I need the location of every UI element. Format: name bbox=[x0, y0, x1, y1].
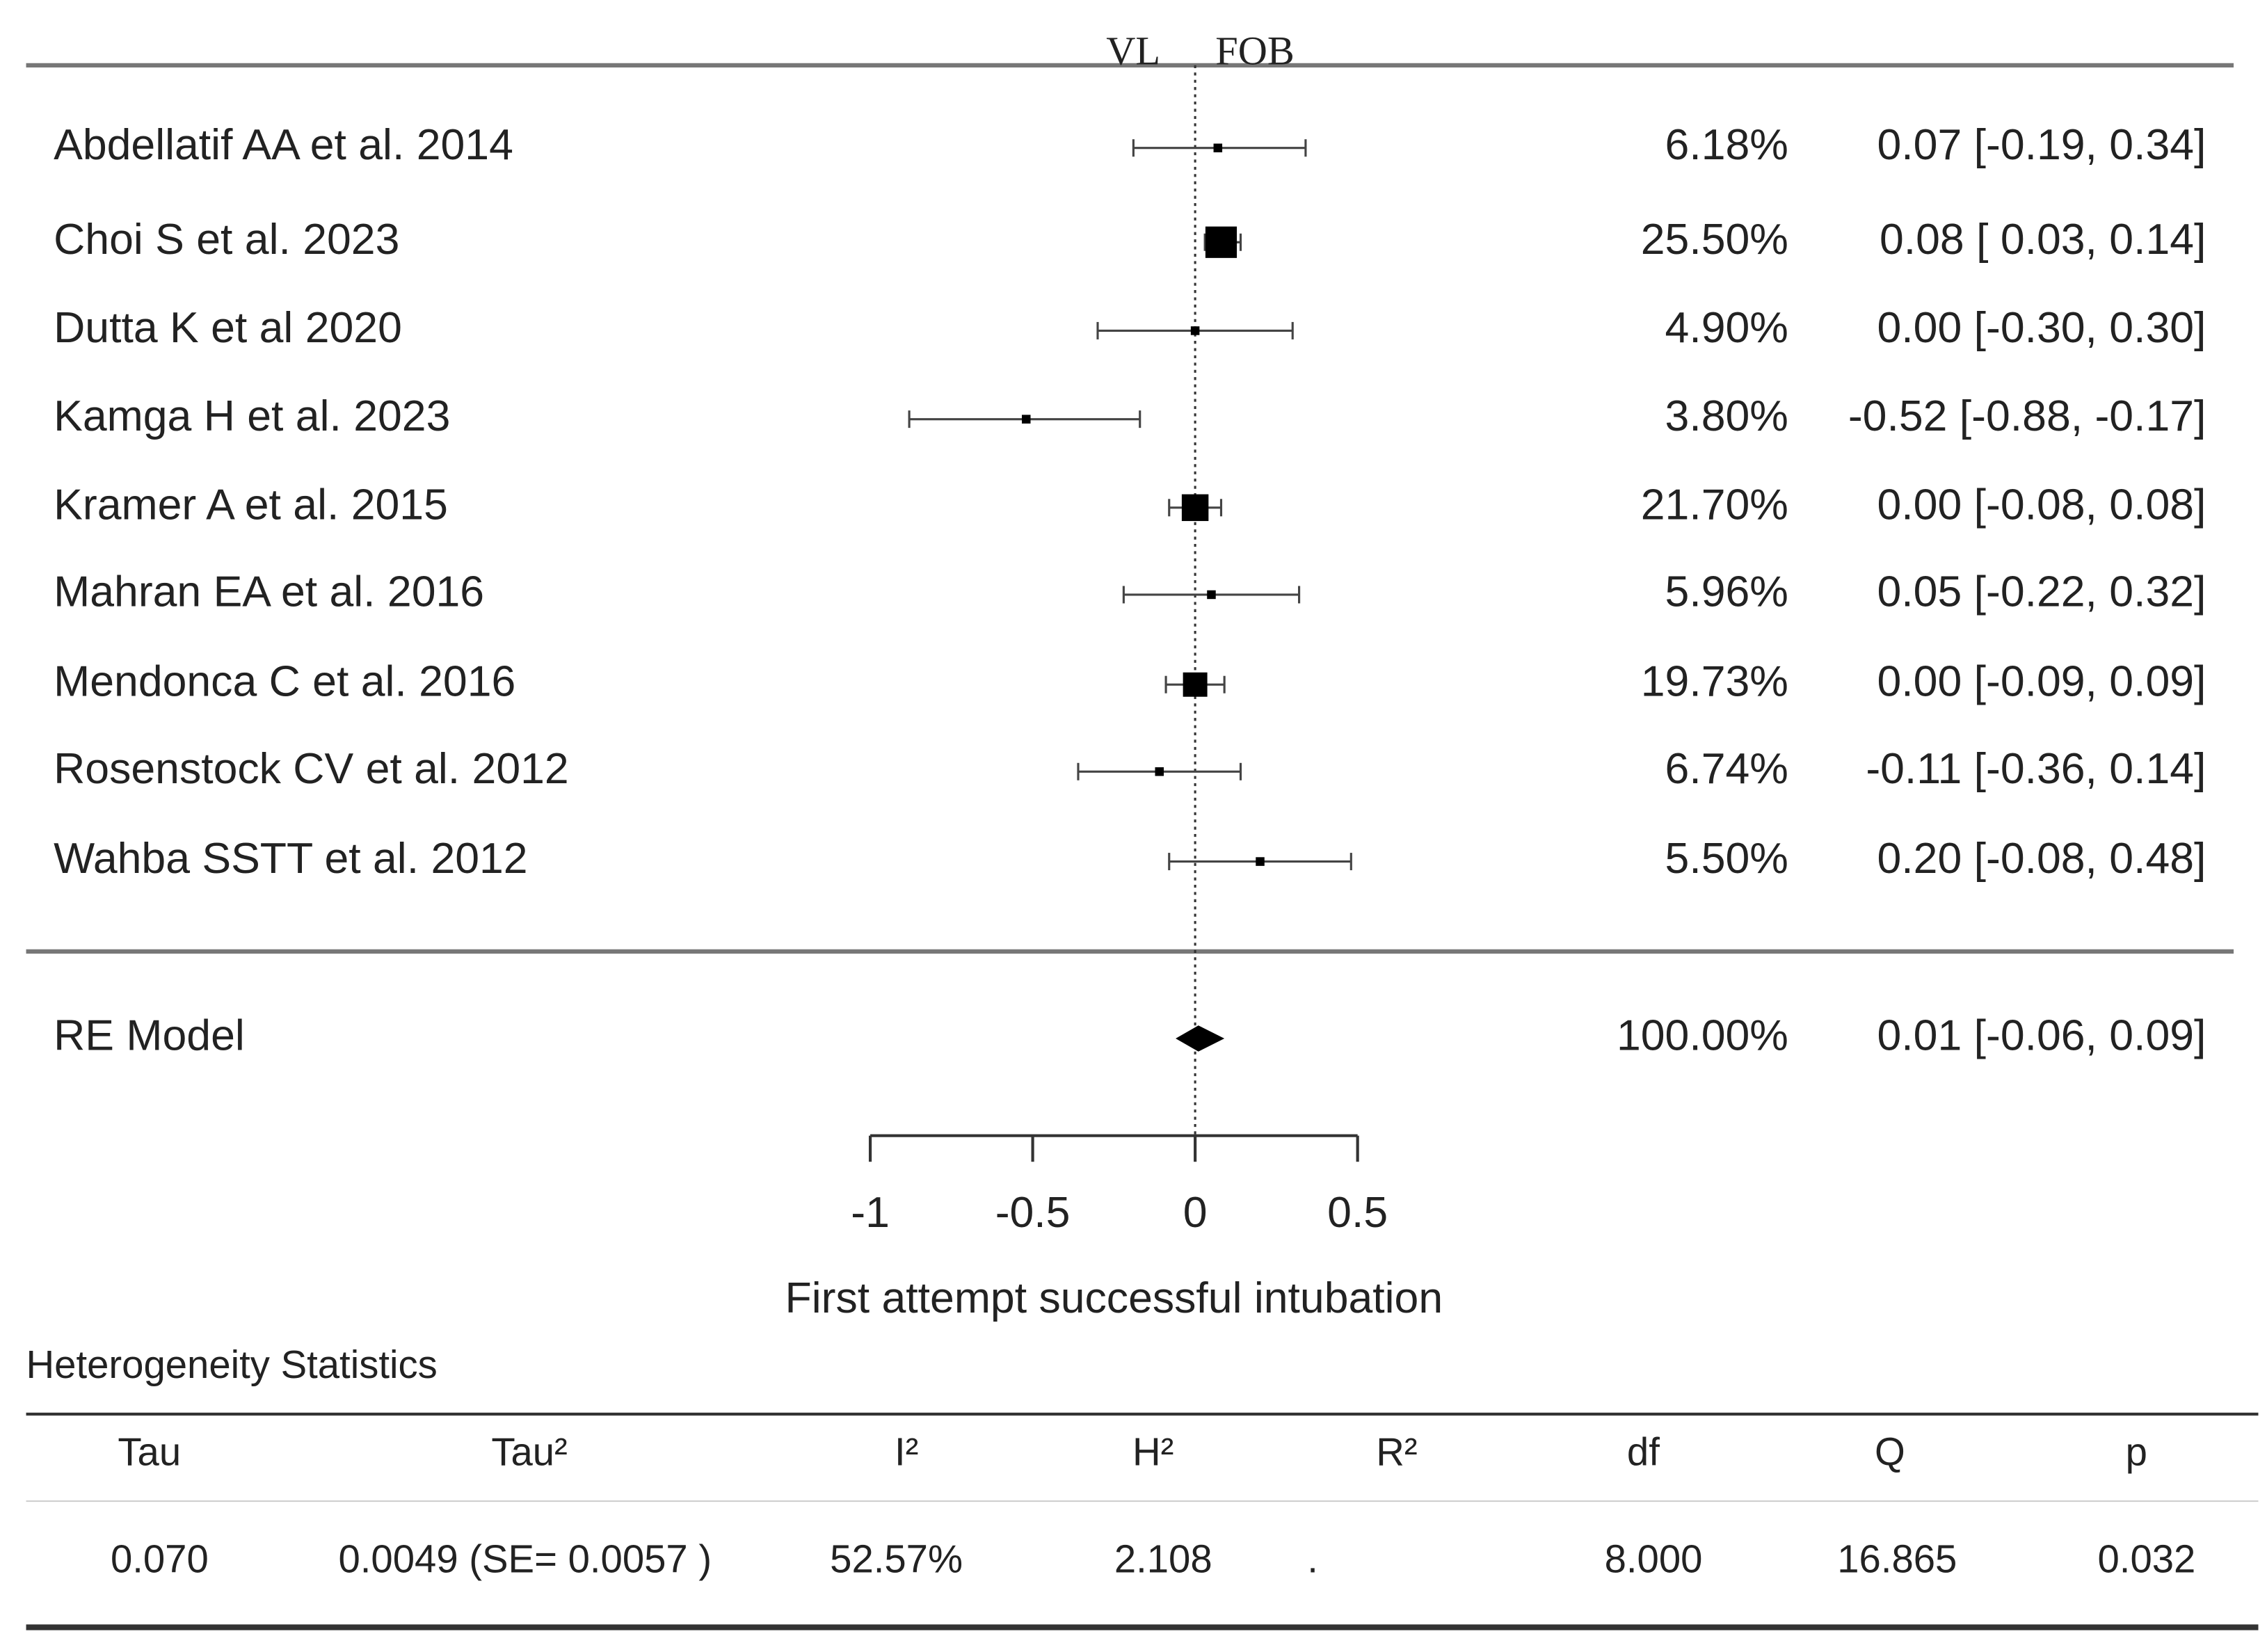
point-estimate bbox=[1205, 226, 1237, 258]
x-axis-label: First attempt successful intubation bbox=[785, 1274, 1443, 1322]
weight-label: 5.50% bbox=[1665, 834, 1788, 883]
weight-label: 19.73% bbox=[1641, 657, 1788, 706]
estimate-label: 0.01 [-0.06, 0.09] bbox=[1877, 1011, 2206, 1059]
study-label: Mendonca C et al. 2016 bbox=[54, 657, 515, 706]
estimate-label: 0.07 [-0.19, 0.34] bbox=[1877, 120, 2206, 169]
table-cell: 2.108 bbox=[1114, 1537, 1212, 1581]
table-header: df bbox=[1627, 1429, 1660, 1473]
weight-label: 4.90% bbox=[1665, 303, 1788, 352]
table-header: I² bbox=[895, 1429, 918, 1473]
estimate-label: -0.52 [-0.88, -0.17] bbox=[1848, 392, 2206, 440]
x-tick-label: -0.5 bbox=[995, 1188, 1071, 1237]
summary-label: RE Model bbox=[54, 1011, 245, 1059]
x-tick-label: -1 bbox=[851, 1188, 890, 1237]
weight-label: 3.80% bbox=[1665, 392, 1788, 440]
weight-label: 5.96% bbox=[1665, 567, 1788, 616]
study-label: Mahran EA et al. 2016 bbox=[54, 567, 484, 616]
point-estimate bbox=[1155, 767, 1164, 776]
table-header: p bbox=[2126, 1429, 2147, 1473]
table-cell: 16.865 bbox=[1837, 1537, 1957, 1581]
point-estimate bbox=[1021, 415, 1031, 424]
right-label: FOB bbox=[1215, 29, 1295, 74]
table-header: R² bbox=[1376, 1429, 1417, 1473]
point-estimate bbox=[1190, 326, 1200, 335]
table-header: Tau bbox=[118, 1429, 181, 1473]
estimate-label: 0.08 [ 0.03, 0.14] bbox=[1880, 215, 2206, 264]
weight-label: 100.00% bbox=[1617, 1011, 1788, 1059]
estimate-label: 0.00 [-0.30, 0.30] bbox=[1877, 303, 2206, 352]
table-cell: 0.032 bbox=[2098, 1537, 2196, 1581]
table-header: H² bbox=[1132, 1429, 1173, 1473]
summary-diamond bbox=[1176, 1025, 1225, 1052]
study-label: Kamga H et al. 2023 bbox=[54, 392, 450, 440]
table-cell: 52.57% bbox=[830, 1537, 963, 1581]
table-cell: 0.070 bbox=[111, 1537, 209, 1581]
study-label: Wahba SSTT et al. 2012 bbox=[54, 834, 527, 883]
left-label: VL bbox=[1106, 29, 1160, 74]
point-estimate bbox=[1256, 857, 1265, 866]
estimate-label: 0.20 [-0.08, 0.48] bbox=[1877, 834, 2206, 883]
study-label: Rosenstock CV et al. 2012 bbox=[54, 744, 569, 793]
table-header: Tau² bbox=[491, 1429, 567, 1473]
estimate-label: -0.11 [-0.36, 0.14] bbox=[1866, 744, 2206, 793]
point-estimate bbox=[1213, 143, 1223, 152]
weight-label: 25.50% bbox=[1641, 215, 1788, 264]
x-tick-label: 0.5 bbox=[1327, 1188, 1388, 1237]
estimate-label: 0.00 [-0.09, 0.09] bbox=[1877, 657, 2206, 706]
estimate-label: 0.00 [-0.08, 0.08] bbox=[1877, 480, 2206, 529]
table-cell: 8.000 bbox=[1605, 1537, 1703, 1581]
estimate-label: 0.05 [-0.22, 0.32] bbox=[1877, 567, 2206, 616]
point-estimate bbox=[1207, 590, 1216, 600]
weight-label: 6.74% bbox=[1665, 744, 1788, 793]
point-estimate bbox=[1183, 672, 1208, 697]
table-cell: . bbox=[1307, 1537, 1318, 1581]
study-label: Choi S et al. 2023 bbox=[54, 215, 399, 264]
study-label: Kramer A et al. 2015 bbox=[54, 480, 448, 529]
weight-label: 6.18% bbox=[1665, 120, 1788, 169]
table-title: Heterogeneity Statistics bbox=[26, 1342, 438, 1386]
table-cell: 0.0049 (SE= 0.0057 ) bbox=[338, 1537, 712, 1581]
point-estimate bbox=[1181, 494, 1209, 522]
table-header: Q bbox=[1875, 1429, 1905, 1473]
study-label: Dutta K et al 2020 bbox=[54, 303, 402, 352]
x-tick-label: 0 bbox=[1183, 1188, 1208, 1237]
weight-label: 21.70% bbox=[1641, 480, 1788, 529]
study-label: Abdellatif AA et al. 2014 bbox=[54, 120, 513, 169]
